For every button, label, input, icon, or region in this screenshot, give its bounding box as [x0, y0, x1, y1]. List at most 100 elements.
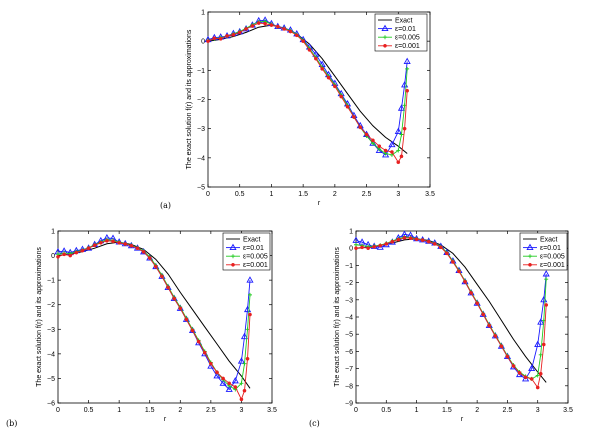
x-tick-label: 2.5 — [206, 407, 216, 414]
data-point — [499, 344, 504, 349]
x-tick-label: 0 — [354, 407, 358, 414]
data-point — [390, 150, 394, 154]
data-point — [487, 323, 492, 328]
panel-label: (c) — [309, 419, 320, 428]
data-point — [339, 94, 344, 99]
data-point — [535, 385, 540, 390]
data-point — [366, 246, 370, 251]
y-tick-label: −3 — [47, 327, 55, 334]
x-tick-label: 3.5 — [267, 407, 277, 414]
x-tick-label: 2 — [475, 407, 479, 414]
data-point — [244, 27, 248, 31]
data-point — [537, 318, 545, 325]
data-point — [377, 144, 382, 149]
chart-panel-2: 0 0.5 1 1.5 2 2.5 3 3.5 1 0 −1 −2 −3 −4 −5 −6 −7 −8 −9 r The… — [309, 229, 573, 429]
legend-label: ε=0.001 — [540, 262, 565, 269]
data-point — [505, 354, 510, 359]
data-point — [231, 376, 239, 384]
data-point — [354, 242, 358, 247]
data-point — [221, 376, 225, 381]
data-point — [541, 342, 546, 347]
data-point — [538, 371, 543, 376]
x-tick-label: 2.5 — [503, 407, 513, 414]
x-tick-label: 3 — [396, 191, 400, 198]
legend-marker — [383, 43, 387, 48]
data-point — [86, 246, 91, 251]
data-point — [402, 236, 407, 240]
data-point — [288, 29, 293, 34]
legend-marker — [231, 262, 235, 267]
data-point — [408, 236, 413, 241]
data-point — [153, 264, 158, 269]
data-point — [493, 334, 498, 338]
legend-label: Exact — [243, 236, 261, 243]
data-point — [239, 381, 244, 386]
x-tick-label: 2 — [333, 191, 337, 198]
x-tick-label: 0.5 — [84, 407, 94, 414]
data-point — [542, 270, 550, 277]
legend-marker — [231, 254, 235, 259]
data-point — [320, 67, 325, 71]
legend-label: ε=0.005 — [395, 35, 420, 42]
data-point — [215, 370, 219, 375]
data-point — [245, 356, 250, 361]
data-point — [206, 39, 210, 44]
data-point — [92, 243, 97, 248]
data-point — [352, 236, 360, 243]
data-point — [202, 350, 207, 355]
y-axis-label: The exact solution f(r) and its approxim… — [186, 29, 193, 169]
legend-label: ε=0.005 — [540, 254, 565, 261]
data-point — [294, 33, 299, 38]
y-tick-label: −2 — [345, 280, 353, 287]
data-point — [160, 274, 164, 279]
panel-label: (b) — [6, 419, 17, 428]
y-tick-label: −5 — [345, 332, 353, 339]
x-axis-label: r — [461, 416, 464, 423]
y-tick-label: −3 — [197, 126, 205, 133]
y-tick-label: 1 — [201, 10, 205, 17]
data-point — [111, 239, 115, 244]
x-tick-label: 0.5 — [381, 407, 391, 414]
data-point — [403, 57, 411, 65]
legend-label: ε=0.01 — [395, 26, 416, 33]
series-ε=0.001 — [56, 238, 252, 402]
data-point — [307, 48, 312, 52]
data-point — [523, 375, 528, 380]
data-point — [141, 250, 146, 254]
legend-marker — [528, 262, 532, 267]
data-point — [68, 253, 73, 258]
data-point — [269, 23, 274, 27]
data-point — [388, 140, 396, 148]
y-tick-label: −9 — [345, 401, 353, 408]
data-point — [354, 246, 358, 251]
series-line — [355, 236, 547, 380]
y-tick-label: −4 — [345, 315, 353, 322]
data-point — [250, 24, 255, 28]
data-point — [190, 328, 195, 333]
x-tick-label: 2 — [178, 407, 182, 414]
legend-label: ε=0.001 — [395, 43, 420, 50]
data-point — [451, 260, 455, 264]
data-point — [184, 317, 189, 322]
y-tick-label: −1 — [47, 278, 55, 285]
data-point — [227, 381, 232, 386]
data-point — [517, 371, 522, 375]
legend-label: ε=0.01 — [540, 245, 561, 252]
y-tick-label: 1 — [349, 229, 353, 236]
data-point — [135, 246, 140, 251]
data-point — [225, 34, 229, 38]
data-point — [463, 279, 467, 284]
data-point — [522, 374, 530, 382]
data-point — [469, 291, 473, 295]
data-point — [248, 312, 252, 317]
series-line — [207, 22, 408, 164]
data-point — [196, 339, 201, 344]
data-point — [396, 148, 401, 153]
series-ε=0.001 — [354, 236, 549, 390]
data-point — [62, 252, 66, 257]
data-point — [209, 361, 213, 366]
data-point — [237, 30, 242, 35]
y-tick-label: −6 — [345, 349, 353, 356]
data-point — [240, 332, 249, 340]
